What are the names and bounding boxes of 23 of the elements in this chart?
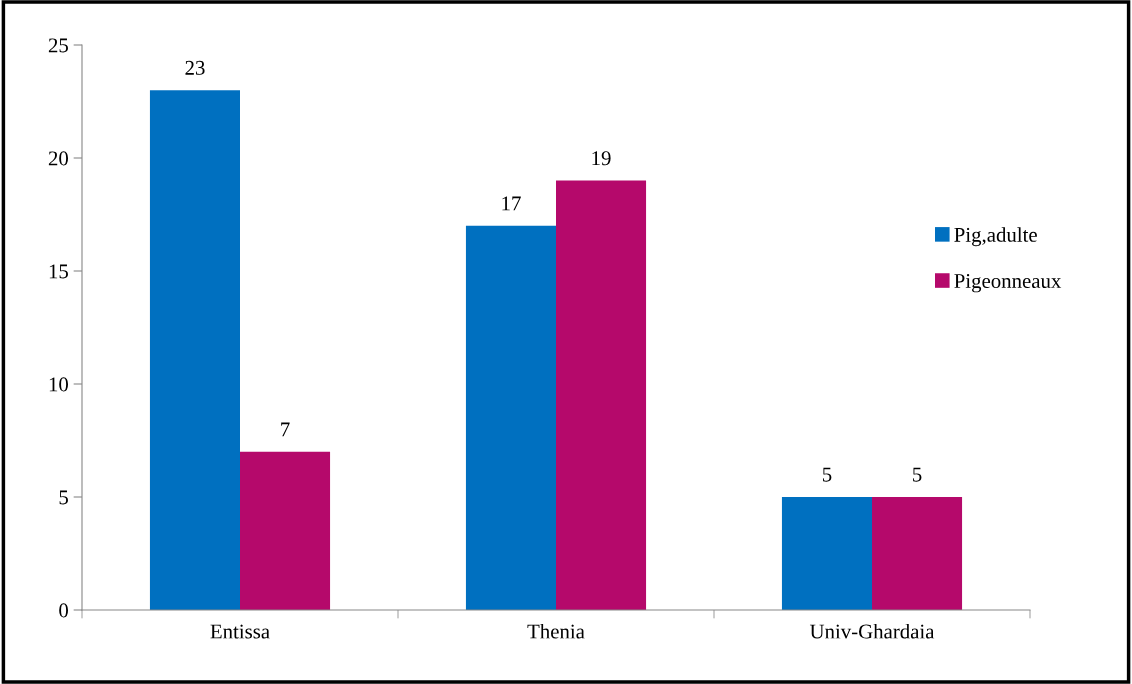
y-tick-label: 10 xyxy=(49,377,69,392)
data-label: 5 xyxy=(822,467,832,482)
data-label: 17 xyxy=(502,196,521,211)
bar xyxy=(781,497,872,610)
y-tick-label: 5 xyxy=(59,490,68,505)
y-tick-label: 15 xyxy=(49,264,68,279)
bar xyxy=(872,497,963,610)
data-label: 23 xyxy=(185,60,205,75)
data-label: 7 xyxy=(281,422,290,437)
x-tick-label: Entissa xyxy=(210,624,270,639)
data-label: 5 xyxy=(913,467,922,482)
legend-label: Pigeonneaux xyxy=(954,274,1062,293)
data-label: 19 xyxy=(592,151,611,166)
bar xyxy=(149,90,240,610)
bar xyxy=(465,225,556,610)
x-tick-label: Univ-Ghardaia xyxy=(809,623,935,639)
legend-label: Pig,adulte xyxy=(954,227,1037,247)
bar xyxy=(556,180,647,610)
x-tick-label: Thenia xyxy=(527,623,585,639)
y-tick-label: 20 xyxy=(48,151,69,166)
bar xyxy=(240,451,331,610)
y-tick-label: 25 xyxy=(48,38,68,53)
y-tick-label: 0 xyxy=(59,603,69,618)
